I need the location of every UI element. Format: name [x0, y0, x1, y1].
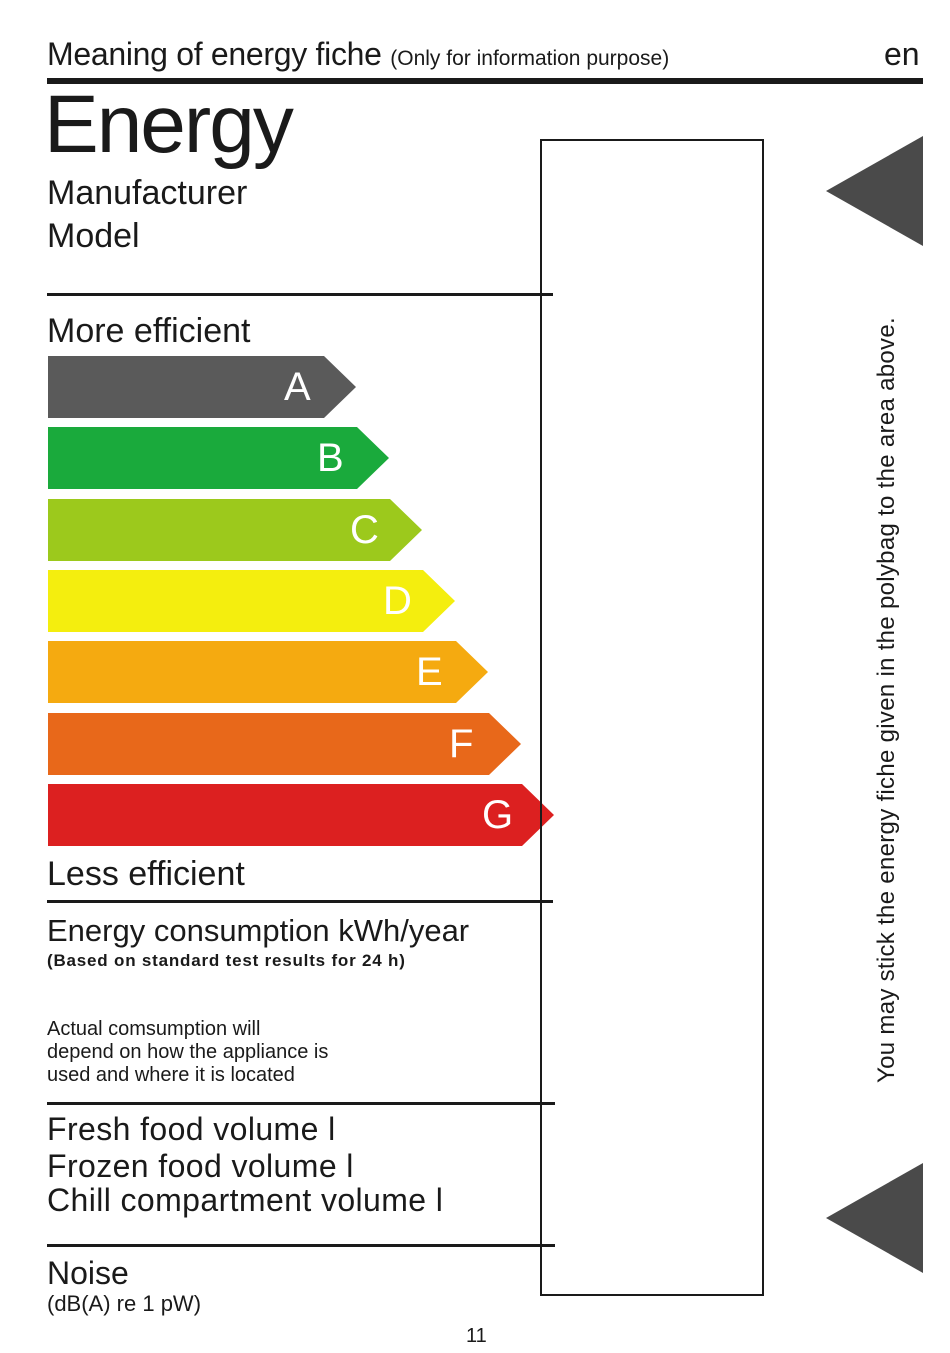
model-label: Model: [47, 217, 140, 255]
sticker-instruction: You may stick the energy fiche given in …: [873, 317, 900, 1083]
less-efficient-label: Less efficient: [47, 855, 245, 893]
header-rule: [47, 78, 923, 84]
efficiency-band-c: C: [48, 498, 422, 561]
efficiency-band-letter: A: [284, 365, 311, 409]
header-title-text: Meaning of energy fiche: [47, 36, 382, 72]
efficiency-band-g: G: [48, 783, 554, 846]
efficiency-band-letter: F: [449, 721, 474, 766]
noise-unit: (dB(A) re 1 pW): [47, 1291, 202, 1316]
efficiency-band-letter: E: [416, 650, 443, 695]
noise-label: Noise: [47, 1255, 129, 1291]
header-title: Meaning of energy fiche (Only for inform…: [47, 36, 669, 73]
efficiency-band-e: E: [48, 641, 488, 704]
page-number: 11: [466, 1325, 487, 1347]
arrow-left-icon: [826, 136, 923, 246]
actual-consumption-note: Actual comsumption will depend on how th…: [47, 1018, 329, 1086]
consumption-title: Energy consumption kWh/year: [47, 913, 470, 948]
more-efficient-label: More efficient: [47, 312, 251, 350]
efficiency-band-letter: B: [317, 436, 344, 481]
language-code: en: [884, 36, 920, 72]
efficiency-band-a: A: [48, 356, 356, 418]
efficiency-band-f: F: [48, 712, 521, 775]
divider-rule: [47, 1244, 555, 1247]
consumption-note: (Based on standard test results for 24 h…: [47, 951, 406, 970]
efficiency-band-d: D: [48, 569, 455, 632]
divider-rule: [47, 900, 553, 903]
fresh-food-volume-label: Fresh food volume l: [47, 1111, 336, 1147]
efficiency-band-letter: G: [482, 792, 514, 837]
sticker-area: [540, 139, 764, 1296]
efficiency-band-b: B: [48, 427, 389, 490]
header-subtitle: (Only for information purpose): [390, 47, 670, 70]
manufacturer-label: Manufacturer: [47, 174, 248, 212]
frozen-food-volume-label: Frozen food volume l: [47, 1148, 354, 1184]
divider-rule: [47, 293, 553, 296]
efficiency-band-letter: C: [350, 507, 379, 552]
divider-rule: [47, 1102, 555, 1105]
arrow-left-icon: [826, 1163, 923, 1273]
chill-compartment-volume-label: Chill compartment volume l: [47, 1182, 444, 1218]
efficiency-band-letter: D: [383, 578, 412, 623]
energy-heading: Energy: [44, 79, 294, 170]
